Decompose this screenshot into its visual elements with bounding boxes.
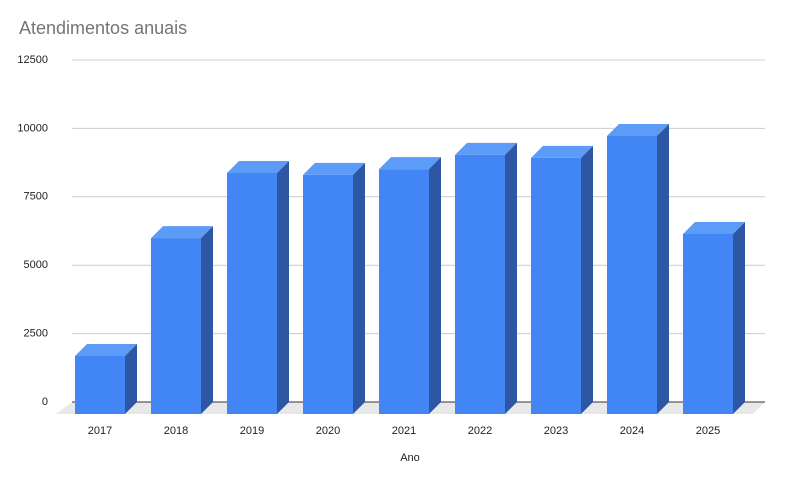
x-tick-label: 2019 [240, 425, 264, 437]
bar [379, 169, 429, 414]
x-tick-label: 2018 [164, 425, 188, 437]
bar-side [505, 142, 517, 414]
bar [227, 172, 277, 414]
bar [303, 174, 353, 414]
x-tick-label: 2025 [696, 425, 720, 437]
x-tick-label: 2017 [88, 425, 112, 437]
bar-top [75, 343, 137, 356]
bar [151, 238, 201, 414]
y-tick-label: 2500 [24, 328, 48, 340]
x-tick-label: 2022 [468, 425, 492, 437]
bar-side [581, 145, 593, 414]
bar-side [353, 162, 365, 414]
bar-top [683, 221, 745, 234]
bar [75, 355, 125, 414]
y-tick-label: 7500 [24, 191, 48, 203]
bar-side [657, 124, 669, 414]
bar-top [455, 142, 517, 155]
bar-side [125, 343, 137, 414]
bar [455, 154, 505, 414]
x-tick-label: 2021 [392, 425, 416, 437]
y-tick-label: 5000 [24, 259, 48, 271]
bar-top [303, 162, 365, 175]
bar-side [733, 221, 745, 414]
chart-title: Atendimentos anuais [19, 18, 187, 38]
bar-top [379, 157, 441, 170]
bar [683, 233, 733, 414]
bar-top [531, 145, 593, 158]
bar-side [277, 160, 289, 414]
bar [607, 136, 657, 414]
bar [531, 157, 581, 414]
bar-side [201, 226, 213, 414]
x-tick-label: 2024 [620, 425, 644, 437]
bar-top [227, 160, 289, 173]
x-tick-label: 2020 [316, 425, 340, 437]
bar-top [607, 124, 669, 137]
x-axis-title: Ano [400, 452, 420, 464]
x-tick-label: 2023 [544, 425, 568, 437]
y-tick-label: 0 [42, 396, 48, 408]
bar-top [151, 226, 213, 239]
bar-side [429, 157, 441, 415]
y-tick-label: 12500 [17, 54, 48, 66]
y-tick-label: 10000 [17, 122, 48, 134]
